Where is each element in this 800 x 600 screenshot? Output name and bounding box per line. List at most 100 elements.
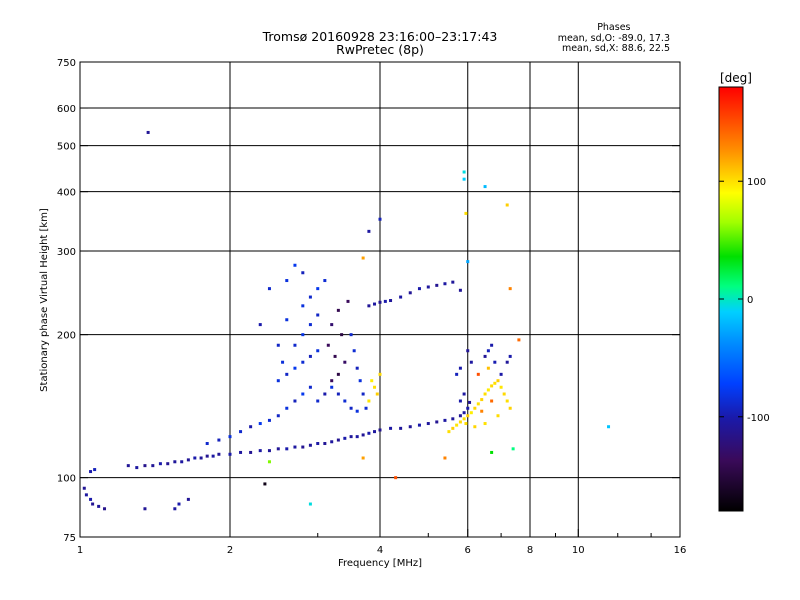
echo-point [193, 456, 197, 460]
echo-point [330, 379, 334, 383]
echo-point [267, 418, 271, 422]
echo-point [199, 456, 203, 460]
echo-point [217, 452, 221, 456]
echo-point [91, 502, 95, 506]
echo-point [293, 445, 297, 449]
echo-point [267, 449, 271, 453]
echo-point [326, 343, 330, 347]
echo-point [301, 333, 305, 337]
echo-point [186, 497, 190, 501]
echo-point [483, 185, 487, 189]
echo-point [435, 420, 439, 424]
echo-point [281, 360, 285, 364]
echo-point [443, 456, 447, 460]
echo-point [426, 285, 430, 289]
echo-point [211, 454, 215, 458]
echo-point [276, 447, 280, 451]
echo-point [343, 436, 347, 440]
echo-point [451, 426, 455, 430]
echo-point [499, 372, 503, 376]
echo-point [364, 406, 368, 410]
echo-point [373, 385, 377, 389]
echo-point [180, 460, 184, 464]
echo-point [517, 338, 521, 342]
echo-point [336, 372, 340, 376]
echo-point [469, 411, 473, 415]
echo-point [451, 280, 455, 284]
echo-point [486, 388, 490, 392]
echo-point [462, 392, 466, 396]
echo-point [443, 282, 447, 286]
echo-point [464, 211, 468, 215]
echo-point [458, 288, 462, 292]
echo-point [258, 449, 262, 453]
echo-point [361, 256, 365, 260]
echo-point [308, 323, 312, 327]
axis-ticks: 1 2 4 6 8 10 16 75 100 200 300 400 500 600 750 [57, 58, 686, 556]
echo-point [399, 295, 403, 299]
echo-point [316, 399, 320, 403]
echo-point [462, 417, 466, 421]
echo-point [466, 406, 470, 410]
echo-point [375, 392, 379, 396]
echo-point [308, 354, 312, 358]
echo-point [333, 354, 337, 358]
echo-point [301, 445, 305, 449]
echo-point [228, 452, 232, 456]
echo-point [177, 502, 181, 506]
echo-point [285, 447, 289, 451]
y-axis-label: Stationary phase Virtual Height [km] [39, 208, 50, 392]
echo-point [239, 430, 243, 434]
echo-point [455, 423, 459, 427]
echo-point [103, 507, 107, 511]
echo-point [486, 366, 490, 370]
phases-x-line: mean, sd,X: 88.6, 22.5 [561, 43, 670, 54]
echo-point [458, 420, 462, 424]
echo-point [355, 409, 359, 413]
echo-point [426, 422, 430, 426]
echo-point [330, 385, 334, 389]
echo-point [316, 287, 320, 291]
echo-point [476, 372, 480, 376]
echo-point [143, 507, 147, 511]
x-tick-label: 6 [465, 545, 471, 556]
y-tick-label: 200 [57, 331, 76, 342]
echo-point [249, 425, 253, 429]
y-tick-label: 300 [57, 247, 76, 258]
echo-point [89, 497, 93, 501]
echo-point [316, 442, 320, 446]
echo-point [466, 260, 470, 264]
echo-point [336, 392, 340, 396]
echo-point [205, 442, 209, 446]
echo-point [490, 450, 494, 454]
echo-point [293, 343, 297, 347]
echo-point [378, 428, 382, 432]
echo-point [158, 462, 162, 466]
echo-point [316, 349, 320, 353]
echo-point [346, 299, 350, 303]
echo-point [336, 308, 340, 312]
echo-point [340, 333, 344, 337]
echo-point [490, 343, 494, 347]
echo-point [417, 287, 421, 291]
echo-point [258, 323, 262, 327]
echo-point [378, 217, 382, 221]
echo-point [389, 426, 393, 430]
echo-point [378, 372, 382, 376]
echo-point [258, 422, 262, 426]
echo-point [508, 354, 512, 358]
echo-point [249, 450, 253, 454]
echo-point [308, 295, 312, 299]
echo-point [301, 392, 305, 396]
echo-point [373, 302, 377, 306]
echo-point [408, 425, 412, 429]
echo-point [239, 450, 243, 454]
echo-point [349, 435, 353, 439]
echo-point [336, 438, 340, 442]
echo-point [408, 291, 412, 295]
echo-point [455, 372, 459, 376]
echo-point [205, 454, 209, 458]
echo-point [480, 409, 484, 413]
echo-point [285, 279, 289, 283]
echo-point [486, 349, 490, 353]
